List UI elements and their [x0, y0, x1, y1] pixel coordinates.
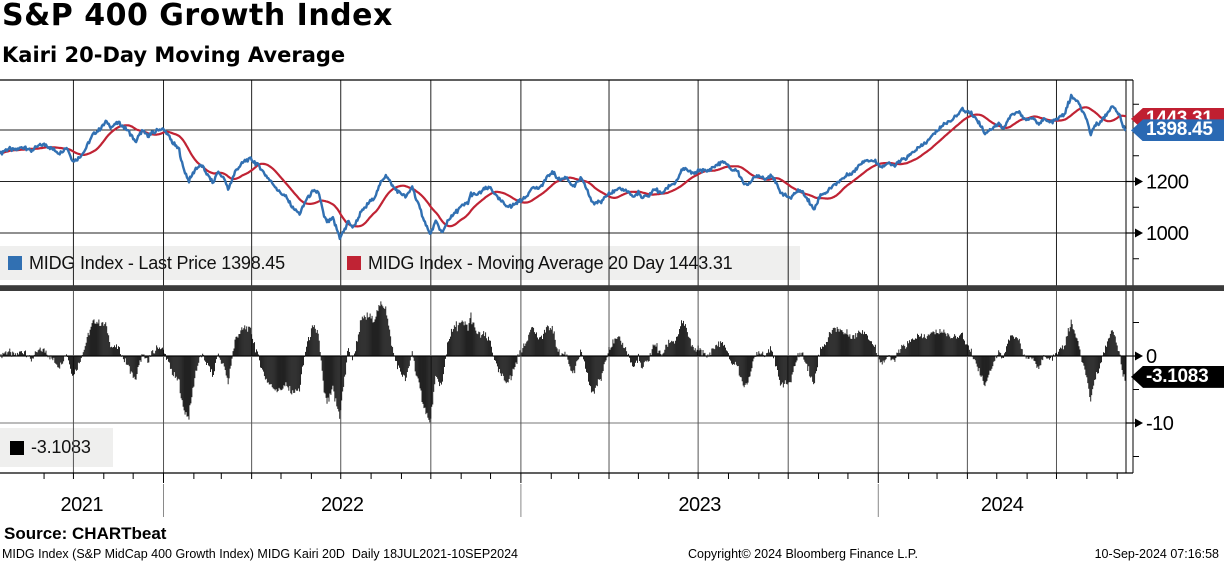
kairi-value-tag: -3.1083 — [1131, 365, 1224, 388]
last-price-swatch-icon — [8, 256, 22, 270]
legend-entry-last-price[interactable]: MIDG Index - Last Price 1398.45 — [8, 253, 347, 274]
price-legend: MIDG Index - Last Price 1398.45 MIDG Ind… — [0, 246, 800, 280]
svg-text:-10: -10 — [1146, 413, 1174, 435]
footer-description: MIDG Index (S&P MidCap 400 Growth Index)… — [2, 547, 518, 561]
moving-average-swatch-icon — [347, 256, 361, 270]
svg-text:2022: 2022 — [321, 494, 364, 516]
page-subtitle: Kairi 20-Day Moving Average — [2, 43, 346, 67]
kairi-swatch-icon — [10, 440, 24, 455]
svg-text:2024: 2024 — [981, 494, 1024, 516]
svg-text:1200: 1200 — [1146, 172, 1189, 194]
legend-entry-kairi[interactable]: -3.1083 — [10, 437, 91, 458]
legend-entry-moving-average[interactable]: MIDG Index - Moving Average 20 Day 1443.… — [347, 252, 733, 274]
footer-timestamp: 10-Sep-2024 07:16:58 — [1094, 547, 1219, 561]
footer-source: Source: CHARTbeat — [4, 524, 167, 543]
svg-text:2021: 2021 — [61, 494, 104, 516]
page-title: S&P 400 Growth Index — [2, 0, 393, 33]
svg-text:1000: 1000 — [1146, 223, 1189, 245]
legend-moving-average-label: MIDG Index - Moving Average 20 Day 1443.… — [368, 252, 733, 273]
svg-text:2023: 2023 — [678, 494, 721, 516]
kairi-legend: -3.1083 — [0, 428, 113, 467]
svg-text:0: 0 — [1146, 346, 1157, 368]
footer-copyright: Copyright© 2024 Bloomberg Finance L.P. — [688, 547, 918, 561]
legend-kairi-label: -3.1083 — [31, 437, 91, 457]
legend-last-price-label: MIDG Index - Last Price 1398.45 — [29, 252, 285, 273]
last-price-tag: 1398.45 — [1131, 119, 1224, 142]
